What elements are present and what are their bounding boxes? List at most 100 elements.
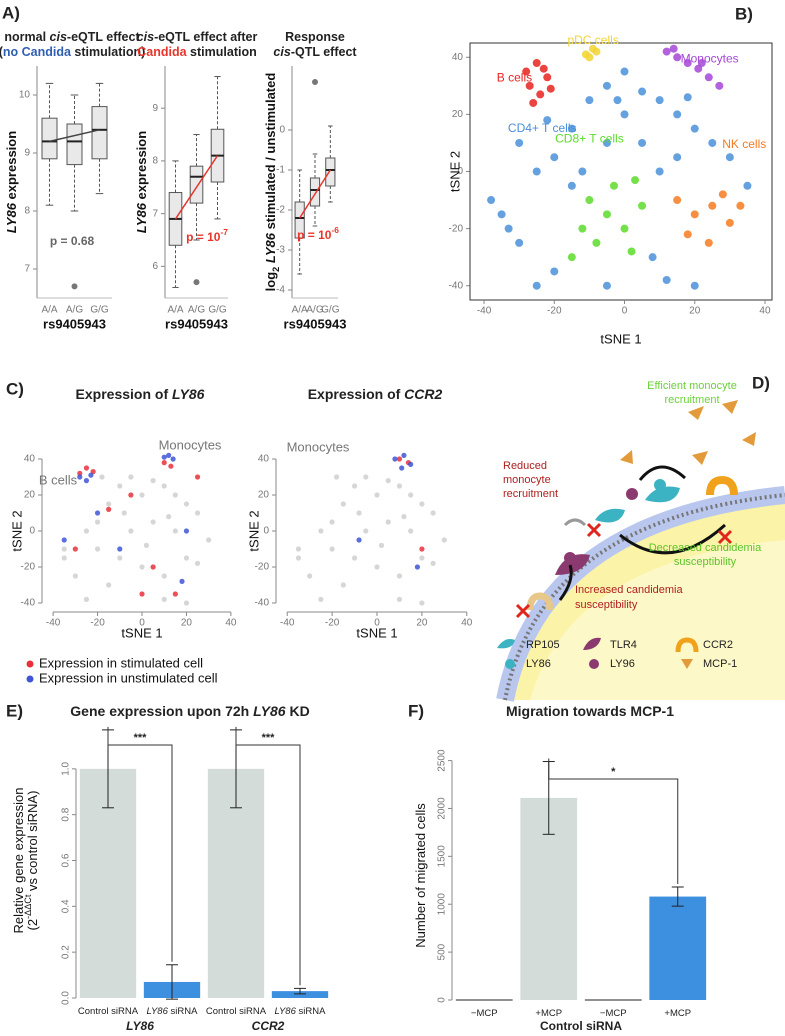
text-segment: CCR2 xyxy=(404,386,442,402)
point xyxy=(419,555,425,561)
text-segment: −MCP xyxy=(600,1008,627,1019)
rp105 xyxy=(645,486,680,503)
y-tick-label: 0.8 xyxy=(61,807,72,821)
panel-label: C) xyxy=(6,379,24,398)
y-tick-label: 0.6 xyxy=(61,853,72,867)
x-tick-label: G/G xyxy=(321,305,340,316)
x-tick-label: 40 xyxy=(759,306,771,317)
point xyxy=(399,465,405,471)
p-value: p = 10-6 xyxy=(297,225,339,242)
text-segment: LY86 xyxy=(263,232,278,266)
text-segment: -6 xyxy=(331,225,339,235)
point xyxy=(172,492,178,498)
point xyxy=(396,596,403,603)
y-axis-label: LY86 expression xyxy=(134,131,149,233)
legend-icon xyxy=(583,637,601,650)
y-tick-label: 0.0 xyxy=(61,991,72,1005)
significance-bracket xyxy=(235,726,301,986)
significance-bracket xyxy=(107,726,173,962)
point xyxy=(683,230,692,239)
point xyxy=(620,224,629,233)
point xyxy=(609,181,618,190)
point xyxy=(139,591,145,597)
point xyxy=(504,224,513,233)
diagram-label: recruitment xyxy=(503,488,558,500)
point xyxy=(378,542,385,549)
point xyxy=(179,578,185,585)
x-tick-label: 0 xyxy=(622,306,628,317)
inhibition-arc xyxy=(558,564,573,601)
point xyxy=(161,483,167,489)
point xyxy=(143,542,150,549)
legend-label: Expression in stimulated cell xyxy=(39,655,203,670)
point xyxy=(77,470,83,476)
point xyxy=(536,90,545,99)
point xyxy=(334,474,340,480)
point xyxy=(206,537,212,543)
y-axis-label: Number of migrated cells xyxy=(413,803,428,948)
point xyxy=(683,93,692,102)
point xyxy=(648,253,657,262)
y-axis-label: tSNE 2 xyxy=(246,510,261,551)
point xyxy=(194,474,201,480)
point xyxy=(401,514,407,520)
rp105 xyxy=(595,508,625,523)
legend-icon xyxy=(505,659,515,669)
box xyxy=(294,201,305,239)
point xyxy=(117,546,123,552)
point xyxy=(602,81,611,90)
y-tick-label: 8 xyxy=(24,206,30,217)
point xyxy=(168,463,174,469)
y-tick-label: -40 xyxy=(21,598,36,609)
legend-label: LY96 xyxy=(610,658,635,670)
point xyxy=(172,528,178,534)
text-segment: KD xyxy=(286,703,310,719)
panel-label: B) xyxy=(735,4,753,23)
diagram-label: susceptibility xyxy=(575,599,638,611)
point xyxy=(578,167,587,176)
point xyxy=(94,546,101,552)
x-tick-label: A/G xyxy=(188,305,205,316)
point xyxy=(441,537,447,543)
x-axis-label: rs9405943 xyxy=(43,316,106,331)
point xyxy=(743,181,752,190)
point xyxy=(725,153,734,162)
text-segment: 2 xyxy=(271,267,281,272)
annotation: B cells xyxy=(39,472,78,487)
trend-line xyxy=(174,155,219,220)
trend-line xyxy=(49,129,100,143)
point xyxy=(128,492,134,498)
point xyxy=(662,47,671,56)
point xyxy=(88,472,94,478)
group-label: LY86 xyxy=(126,1019,154,1033)
point xyxy=(161,460,167,466)
point xyxy=(408,528,414,534)
text-segment: +MCP xyxy=(664,1008,691,1019)
text-segment: (2 xyxy=(25,919,40,931)
point xyxy=(532,281,541,290)
x-tick-label: -40 xyxy=(46,618,61,629)
significance-label: *** xyxy=(134,732,148,744)
ly86 xyxy=(654,479,666,491)
y-axis-label: (2-ΔΔCt vs control siRNA) xyxy=(23,791,40,931)
box xyxy=(309,177,321,207)
point xyxy=(139,564,145,570)
mcp-1 xyxy=(620,400,756,465)
tlr4 xyxy=(555,554,590,575)
point xyxy=(497,210,506,219)
y-tick-label: 40 xyxy=(258,454,270,465)
y-tick-label: -40 xyxy=(255,598,270,609)
legend-marker xyxy=(26,675,34,683)
text-segment: Control siRNA xyxy=(78,1006,139,1017)
point xyxy=(602,138,611,147)
ccr2 xyxy=(706,475,738,496)
outlier xyxy=(71,283,78,290)
cluster-label: Monocytes xyxy=(681,52,739,66)
point xyxy=(627,247,636,256)
point xyxy=(525,81,534,90)
text-segment: normal xyxy=(4,30,49,44)
text-segment: Candida xyxy=(137,45,187,59)
significance-label: * xyxy=(611,766,616,778)
diagram-label: susceptibility xyxy=(674,556,737,568)
point xyxy=(72,573,78,579)
